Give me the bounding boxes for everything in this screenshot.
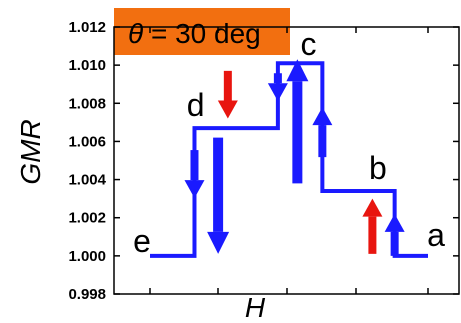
x-axis-label: H — [245, 292, 266, 323]
y-tick-label: 1.000 — [68, 248, 106, 265]
blue-arrow-up — [286, 59, 309, 184]
point-label-e: e — [133, 223, 151, 259]
y-axis-label: GMR — [15, 119, 46, 184]
point-label-d: d — [187, 87, 205, 123]
point-label-a: a — [427, 217, 445, 253]
chart-title: θ = 30 deg — [128, 18, 261, 49]
point-label-group: a b c d e — [133, 26, 445, 259]
blue-arrow-up — [384, 213, 405, 256]
point-label-c: c — [300, 26, 316, 62]
title-theta: θ — [128, 18, 143, 49]
y-tick-label: 1.002 — [68, 210, 106, 227]
point-label-b: b — [369, 150, 387, 186]
blue-arrow-down — [267, 73, 288, 102]
y-axis-ticks: 1.012 1.010 1.008 1.006 1.004 1.002 1.000 0.998 — [68, 19, 459, 303]
y-tick-label: 1.010 — [68, 57, 106, 74]
x-axis-ticks — [149, 27, 429, 294]
blue-arrow-down — [207, 137, 230, 254]
red-arrow-up — [362, 198, 383, 254]
y-tick-label: 1.012 — [68, 19, 106, 36]
blue-arrow-down — [184, 150, 205, 199]
title-rest: = 30 deg — [143, 18, 261, 49]
y-tick-label: 1.006 — [68, 133, 106, 150]
y-tick-label: 1.008 — [68, 95, 106, 112]
arrow-group — [184, 59, 405, 256]
title-background — [114, 8, 290, 55]
red-arrow-down — [217, 70, 238, 119]
y-tick-label: 1.004 — [68, 172, 106, 189]
y-tick-label: 0.998 — [68, 286, 106, 303]
blue-arrow-up — [312, 107, 333, 158]
